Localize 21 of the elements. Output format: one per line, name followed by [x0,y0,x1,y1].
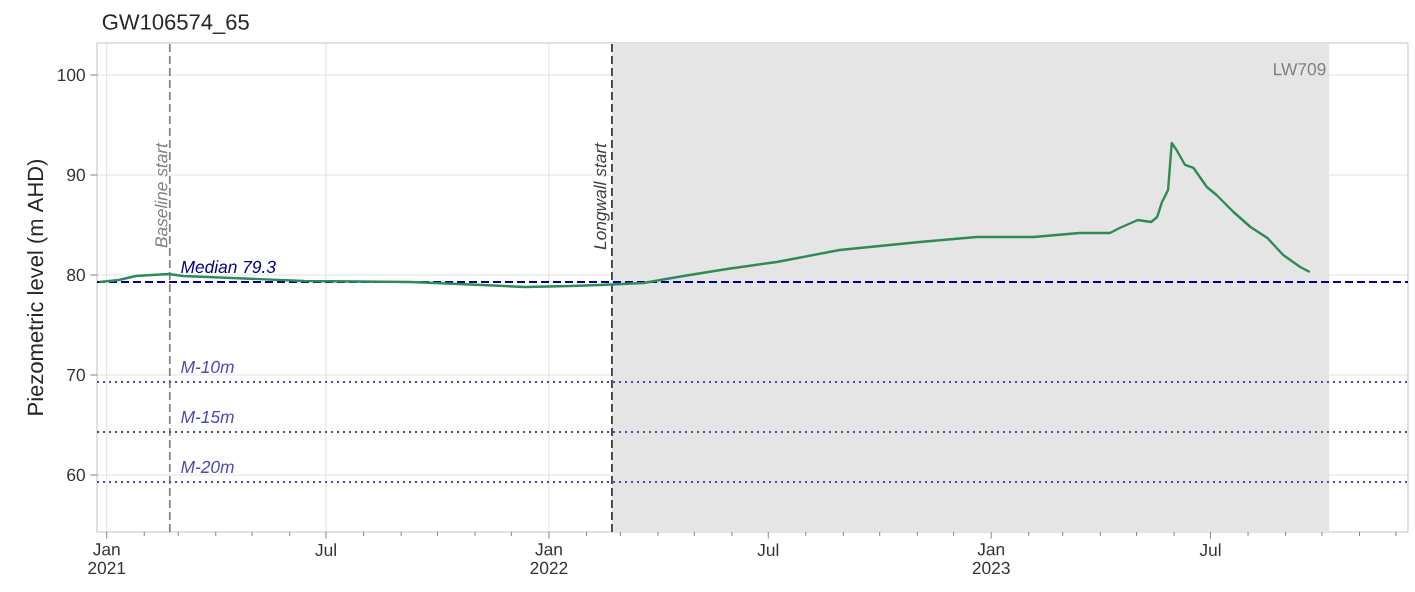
ref-line-label: Baseline start [154,142,168,248]
y-tick-label: 70 [67,368,85,382]
ref-line-label: Median 79.3 [181,260,276,274]
y-axis-title: Piezometric level (m AHD) [27,159,48,415]
x-tick-label: Jan 2023 [972,543,1010,575]
line-series [98,141,1312,289]
ref-line-label: M-10m [181,360,234,374]
x-tick-label: Jan 2022 [530,543,568,575]
band-label: LW709 [1274,63,1326,76]
ref-line-label: M-15m [181,410,234,424]
x-tick-label: Jul [1199,543,1221,557]
ref-line-label: M-20m [181,460,234,474]
y-tick-label: 90 [67,168,85,182]
y-tick-label: 60 [67,468,85,482]
ref-line-label: Longwall start [593,142,610,250]
chart-title: GW106574_65 [102,14,249,34]
y-tick-label: 80 [67,268,85,282]
x-tick-label: Jan 2021 [88,543,126,575]
y-tick-label: 100 [58,68,85,82]
x-tick-label: Jul [757,543,779,557]
x-tick-label: Jul [315,543,336,557]
